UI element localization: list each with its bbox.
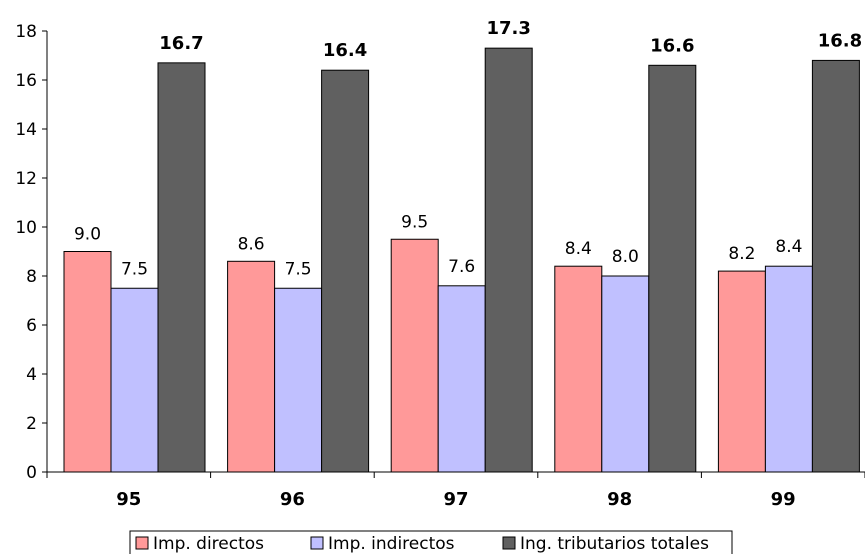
legend: Imp. directos Imp. indirectos Ing. tributa… xyxy=(129,530,733,554)
x-axis: 95 96 97 98 99 xyxy=(46,471,865,510)
data-label: 16.7 xyxy=(159,33,203,54)
legend-box xyxy=(129,530,733,554)
bar xyxy=(110,287,159,473)
bar xyxy=(437,285,486,473)
legend-swatch xyxy=(502,536,516,550)
bar xyxy=(717,270,766,473)
y-axis: 0 2 4 6 8 10 12 14 16 18 xyxy=(15,22,48,483)
data-label: 8.0 xyxy=(612,247,639,267)
y-tick-label: 8 xyxy=(26,267,37,287)
data-labels: 9.0 7.5 16.7 8.6 7.5 16.4 9.5 7.6 17.3 8.4 8.0 16.6… xyxy=(74,18,862,279)
y-tick-label: 12 xyxy=(15,169,37,189)
y-tick-label: 0 xyxy=(26,463,37,483)
data-label: 8.6 xyxy=(238,234,265,254)
bar xyxy=(321,69,370,473)
legend-label: Imp. indirectos xyxy=(328,534,455,554)
bar xyxy=(157,62,206,473)
y-tick-label: 2 xyxy=(26,414,37,434)
y-tick-label: 10 xyxy=(15,218,37,238)
bar xyxy=(63,251,112,473)
bar xyxy=(274,287,323,473)
data-label: 9.0 xyxy=(74,225,101,245)
data-label: 8.2 xyxy=(728,244,755,264)
legend-label: Imp. directos xyxy=(153,534,264,554)
data-label: 7.5 xyxy=(285,259,312,279)
bar xyxy=(484,47,533,473)
data-label: 16.6 xyxy=(650,35,694,56)
y-tick-label: 18 xyxy=(15,22,37,42)
data-label: 7.5 xyxy=(121,259,148,279)
bar xyxy=(648,64,697,473)
data-label: 16.4 xyxy=(323,40,367,61)
data-label: 8.4 xyxy=(775,237,802,257)
bar xyxy=(227,260,276,473)
x-tick-label: 96 xyxy=(280,489,305,510)
y-tick-label: 4 xyxy=(26,365,37,385)
y-tick-label: 6 xyxy=(26,316,37,336)
x-tick-label: 98 xyxy=(607,489,632,510)
bar xyxy=(554,265,603,473)
data-label: 9.5 xyxy=(401,212,428,232)
data-label: 7.6 xyxy=(448,257,475,277)
y-tick-label: 14 xyxy=(15,120,37,140)
bar xyxy=(390,238,439,473)
data-label: 8.4 xyxy=(565,239,592,259)
data-label: 16.8 xyxy=(818,30,862,51)
x-tick-label: 99 xyxy=(771,489,796,510)
x-tick-label: 97 xyxy=(443,489,468,510)
legend-label: Ing. tributarios totales xyxy=(520,534,709,554)
bars xyxy=(63,47,860,473)
bar xyxy=(764,265,813,473)
x-tick-label: 95 xyxy=(116,489,141,510)
data-label: 17.3 xyxy=(486,18,530,39)
y-tick-label: 16 xyxy=(15,71,37,91)
legend-swatch xyxy=(310,536,324,550)
bar xyxy=(811,59,860,473)
legend-swatch xyxy=(135,536,149,550)
bar xyxy=(601,275,650,473)
